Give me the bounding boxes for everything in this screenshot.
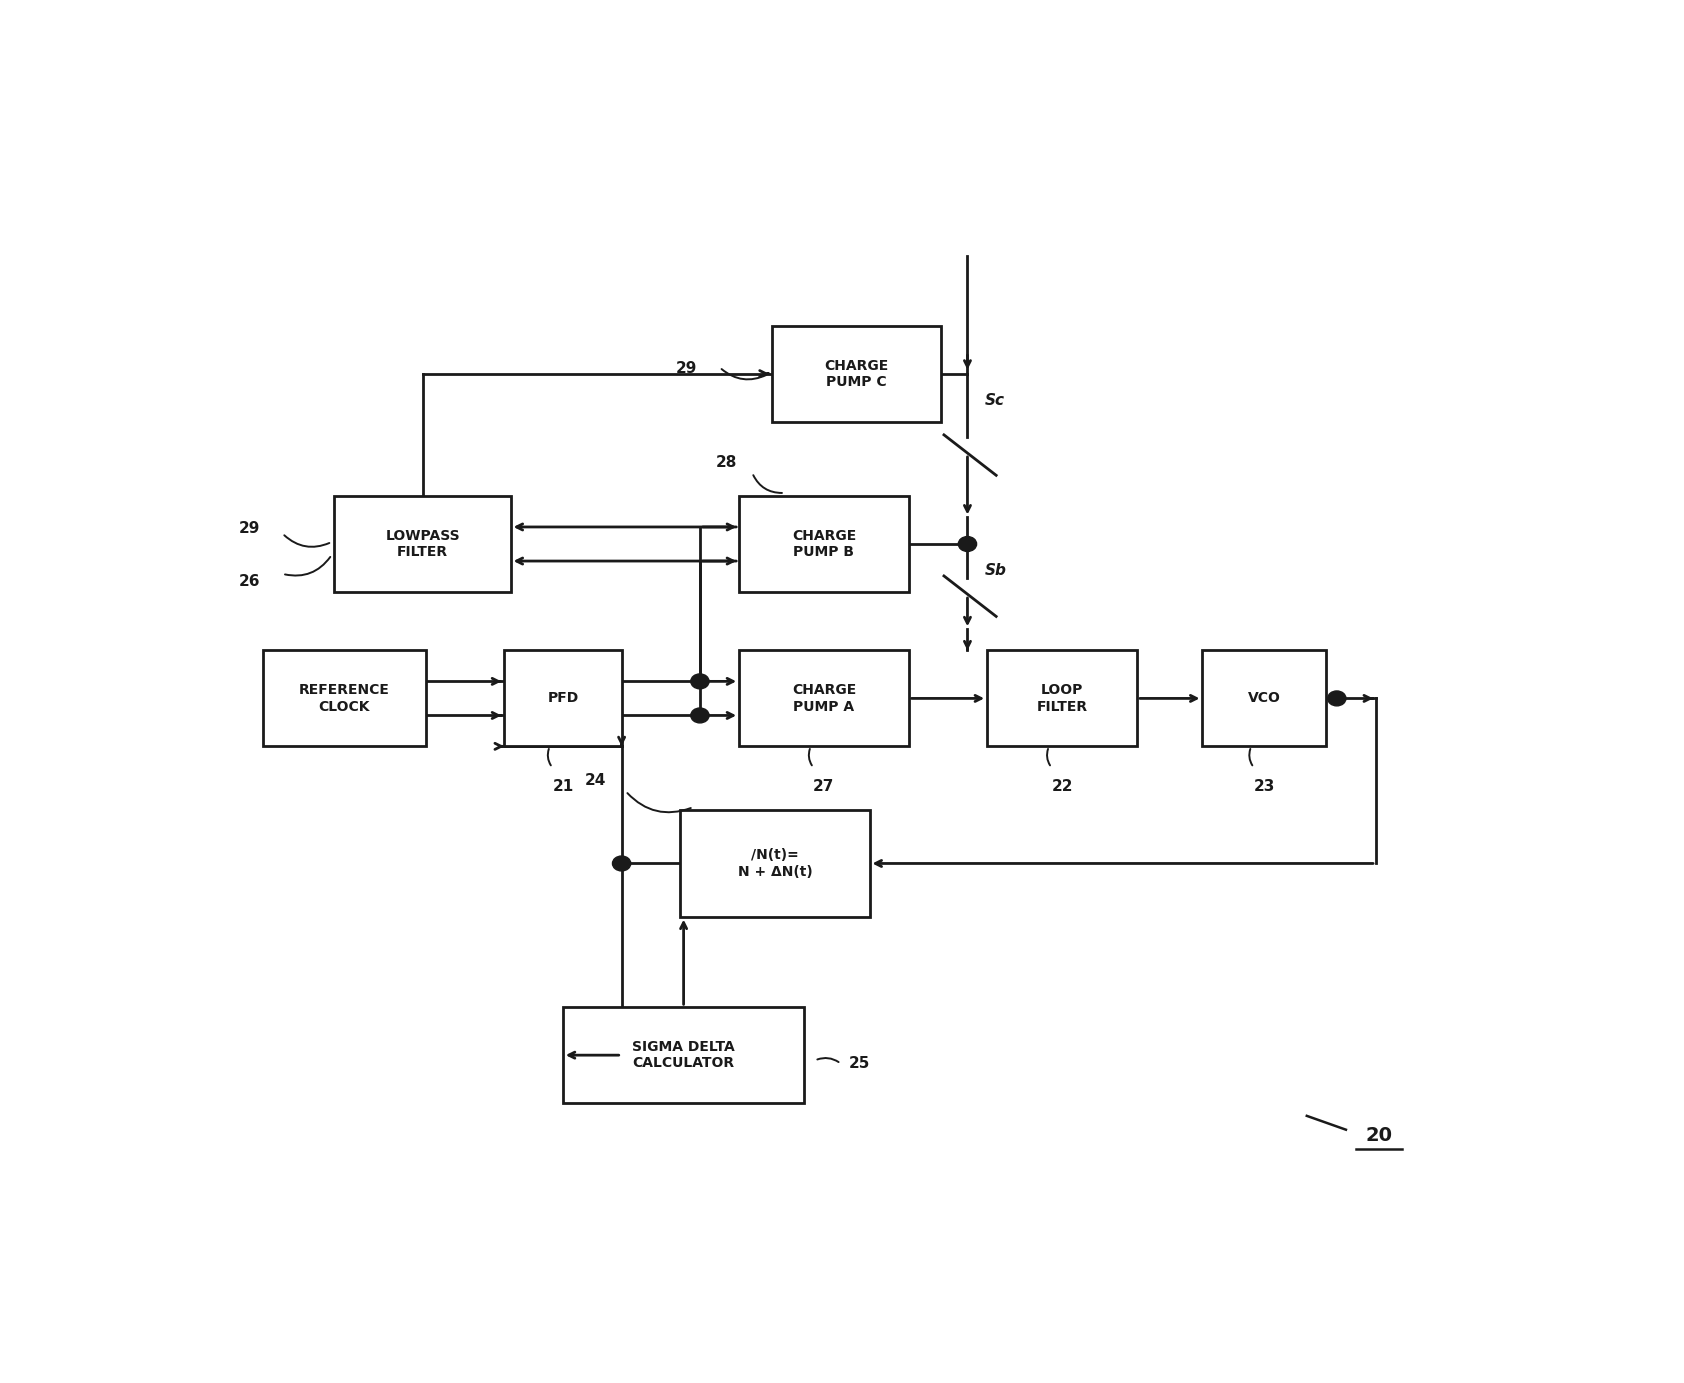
Text: 23: 23	[1253, 779, 1275, 794]
FancyBboxPatch shape	[771, 326, 941, 422]
FancyBboxPatch shape	[739, 496, 909, 592]
Text: 26: 26	[239, 574, 261, 589]
Text: CHARGE
PUMP A: CHARGE PUMP A	[791, 683, 855, 714]
FancyBboxPatch shape	[504, 650, 621, 747]
Text: LOOP
FILTER: LOOP FILTER	[1037, 683, 1088, 714]
Text: CHARGE
PUMP B: CHARGE PUMP B	[791, 528, 855, 559]
Text: 29: 29	[677, 361, 697, 376]
Text: Sc: Sc	[985, 393, 1004, 408]
FancyBboxPatch shape	[987, 650, 1137, 747]
Text: 24: 24	[584, 773, 606, 788]
Text: 28: 28	[716, 455, 736, 469]
Circle shape	[1327, 692, 1346, 705]
FancyBboxPatch shape	[1202, 650, 1327, 747]
Text: Sb: Sb	[985, 563, 1007, 578]
Text: VCO: VCO	[1248, 692, 1282, 705]
Text: LOWPASS
FILTER: LOWPASS FILTER	[386, 528, 460, 559]
Text: 27: 27	[813, 779, 835, 794]
Text: /N(t)=
N + ΔN(t): /N(t)= N + ΔN(t)	[738, 848, 812, 878]
Text: 22: 22	[1051, 779, 1073, 794]
FancyBboxPatch shape	[739, 650, 909, 747]
Text: 20: 20	[1366, 1126, 1393, 1145]
Text: PFD: PFD	[547, 692, 579, 705]
Circle shape	[690, 708, 709, 723]
FancyBboxPatch shape	[335, 496, 510, 592]
Text: 29: 29	[239, 520, 261, 535]
FancyBboxPatch shape	[562, 1007, 805, 1104]
Text: SIGMA DELTA
CALCULATOR: SIGMA DELTA CALCULATOR	[632, 1040, 734, 1070]
Text: REFERENCE
CLOCK: REFERENCE CLOCK	[298, 683, 389, 714]
FancyBboxPatch shape	[680, 810, 869, 917]
Circle shape	[690, 674, 709, 689]
Text: 25: 25	[849, 1057, 871, 1072]
FancyBboxPatch shape	[263, 650, 426, 747]
Text: 21: 21	[552, 779, 574, 794]
Text: CHARGE
PUMP C: CHARGE PUMP C	[825, 358, 889, 389]
Circle shape	[613, 856, 632, 871]
Circle shape	[958, 537, 977, 552]
